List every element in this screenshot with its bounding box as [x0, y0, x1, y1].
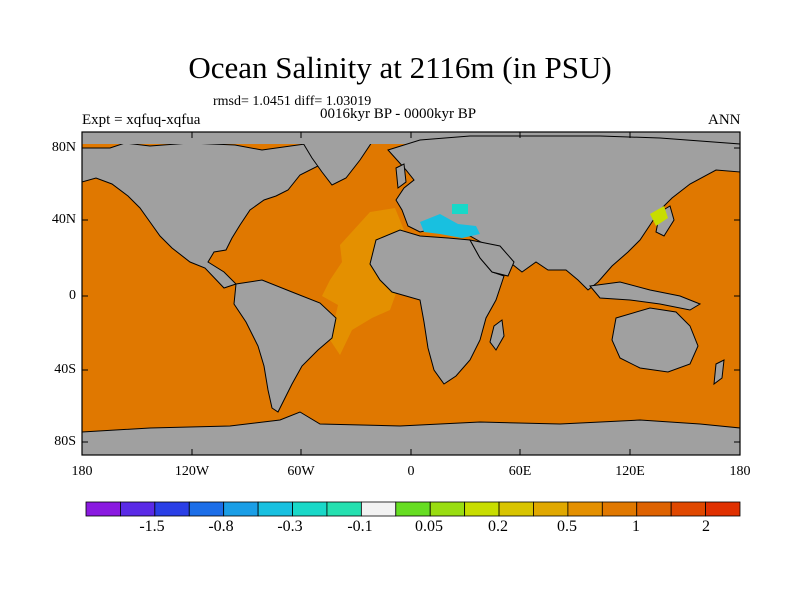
lon-label-180e: 180 [729, 464, 751, 479]
colorbar-box [292, 501, 328, 517]
colorbar-label: -0.3 [277, 518, 303, 535]
colorbar-box [360, 501, 397, 517]
map-ticks [82, 132, 740, 455]
land-new-zealand [713, 359, 725, 386]
colorbar-box [120, 501, 156, 517]
lat-label-80n: 80N [51, 140, 76, 155]
season-label: ANN [708, 112, 741, 128]
japan-sea-anomaly [650, 206, 668, 226]
land-uk [395, 163, 407, 189]
mediterranean-anomaly [420, 214, 480, 238]
land-australia [611, 307, 699, 373]
period-label: 0016kyr BP - 0000kyr BP [320, 106, 477, 122]
lon-label-60e: 60E [508, 464, 532, 479]
land-arabia [469, 239, 515, 277]
experiment-label: Expt = xqfuq-xqfua [82, 112, 201, 128]
stats-label: rmsd= 1.0451 diff= 1.03019 [213, 94, 372, 109]
colorbar-label: -0.1 [347, 518, 373, 535]
colorbar-label: 0.05 [415, 518, 443, 535]
colorbar-label: 2 [702, 518, 710, 535]
colorbar-box [188, 501, 225, 517]
colorbar-box [636, 501, 672, 517]
colorbar-box [154, 501, 190, 517]
colorbar-box [567, 501, 603, 517]
colorbar-label: 1 [632, 518, 640, 535]
land-indonesia [589, 281, 702, 311]
colorbar-box [85, 501, 121, 517]
lat-label-40s: 40S [54, 362, 76, 377]
colorbar-box [395, 501, 431, 517]
lon-label-120w: 120W [174, 464, 210, 479]
lon-label-0: 0 [407, 464, 415, 479]
lon-label-60w: 60W [287, 464, 315, 479]
black-sea-anomaly [452, 204, 468, 214]
colorbar-box [326, 501, 362, 517]
land-madagascar [489, 319, 505, 351]
colorbar-box [464, 501, 500, 517]
colorbar-label: 0.5 [557, 518, 577, 535]
colorbar-box [533, 501, 569, 517]
lon-label-180w: 180 [71, 464, 93, 479]
colorbar-box [223, 501, 259, 517]
colorbar-label: 0.2 [488, 518, 508, 535]
colorbar-box [705, 501, 741, 517]
colorbar-label: -0.8 [208, 518, 234, 535]
colorbar-label: -1.5 [139, 518, 165, 535]
lon-label-120e: 120E [615, 464, 645, 479]
lat-label-0: 0 [69, 288, 76, 303]
lat-label-80s: 80S [54, 434, 76, 449]
colorbar-box [670, 501, 706, 517]
colorbar [85, 501, 741, 517]
land-south-america [233, 279, 337, 413]
map-title: Ocean Salinity at 2116m (in PSU) [188, 50, 612, 85]
land-africa [369, 229, 505, 385]
lat-label-40n: 40N [51, 212, 76, 227]
colorbar-box [601, 501, 638, 517]
land-north-america [81, 142, 331, 289]
colorbar-box [498, 501, 534, 517]
colorbar-box [257, 501, 293, 517]
colorbar-box [429, 501, 466, 517]
